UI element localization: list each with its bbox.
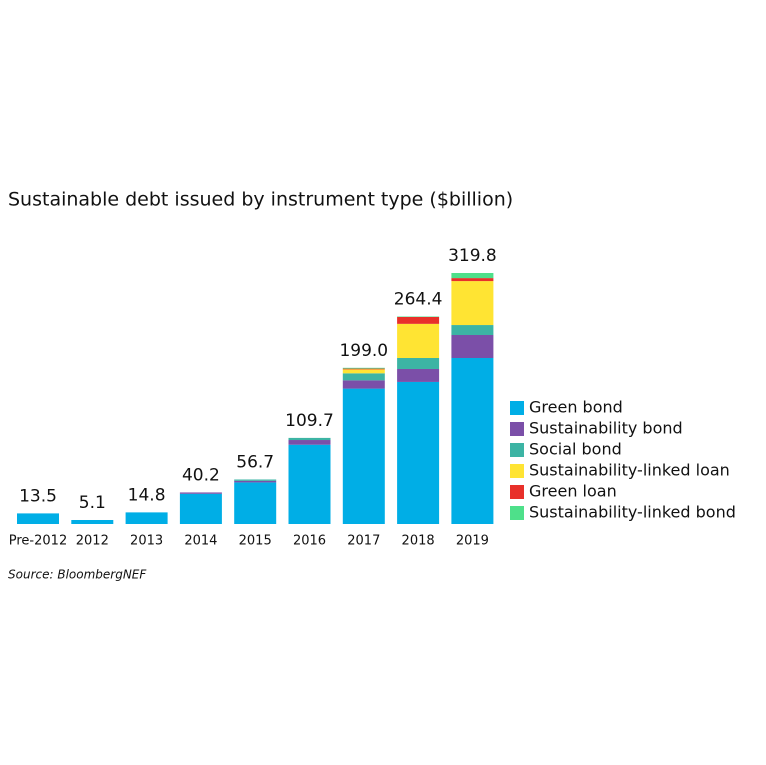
legend-swatch bbox=[510, 464, 524, 478]
bar-segment bbox=[451, 273, 494, 279]
x-tick-label: 2013 bbox=[130, 534, 163, 549]
bar-segment bbox=[288, 444, 331, 524]
x-tick-label: 2015 bbox=[239, 534, 272, 549]
bar-segment bbox=[234, 482, 277, 524]
bar-segment bbox=[342, 380, 385, 389]
legend-label: Green loan bbox=[529, 482, 617, 501]
total-label: 5.1 bbox=[79, 493, 106, 513]
x-tick-label: 2016 bbox=[293, 534, 326, 549]
source-note: Source: BloombergNEF bbox=[8, 568, 147, 582]
bar-segment bbox=[451, 325, 494, 336]
bar-segment bbox=[342, 373, 385, 381]
bar-segment bbox=[179, 493, 222, 524]
total-label: 199.0 bbox=[339, 341, 388, 361]
bar-segment bbox=[342, 388, 385, 524]
bar-segment bbox=[179, 492, 222, 494]
bar-segment bbox=[397, 368, 440, 382]
total-label: 319.8 bbox=[448, 246, 497, 266]
bar-segment bbox=[288, 437, 331, 441]
legend-swatch bbox=[510, 401, 524, 415]
bar-segment bbox=[342, 368, 385, 370]
bar-segment bbox=[71, 519, 114, 524]
total-label: 109.7 bbox=[285, 411, 334, 431]
legend-label: Social bond bbox=[529, 440, 622, 459]
bar-segment bbox=[234, 480, 277, 483]
bar-segment bbox=[17, 513, 59, 524]
bar-segment bbox=[342, 369, 385, 374]
legend-label: Sustainability-linked loan bbox=[529, 461, 730, 480]
legend-label: Sustainability-linked bond bbox=[529, 503, 736, 522]
x-tick-label: 2019 bbox=[456, 534, 489, 549]
bar-segment bbox=[288, 440, 331, 445]
x-tick-label: 2014 bbox=[184, 534, 217, 549]
bar-segment bbox=[451, 335, 494, 359]
x-tick-label: 2012 bbox=[76, 534, 109, 549]
total-label: 13.5 bbox=[19, 486, 57, 506]
legend-swatch bbox=[510, 485, 524, 499]
bar-segment bbox=[397, 381, 440, 524]
x-tick-label: 2017 bbox=[347, 534, 380, 549]
legend-label: Green bond bbox=[529, 398, 623, 417]
chart-title: Sustainable debt issued by instrument ty… bbox=[8, 189, 513, 211]
legend-swatch bbox=[510, 443, 524, 457]
x-tick-label: Pre-2012 bbox=[9, 534, 67, 549]
legend-label: Sustainability bond bbox=[529, 419, 683, 438]
legend-swatch bbox=[510, 506, 524, 520]
total-label: 264.4 bbox=[394, 289, 443, 309]
legend-swatch bbox=[510, 422, 524, 436]
bar-segment bbox=[451, 281, 494, 326]
total-label: 14.8 bbox=[128, 485, 166, 505]
bar-segment bbox=[125, 512, 168, 524]
bar-segment bbox=[234, 479, 277, 481]
total-label: 40.2 bbox=[182, 465, 220, 485]
x-tick-label: 2018 bbox=[402, 534, 435, 549]
bar-segment bbox=[397, 316, 440, 324]
total-label: 56.7 bbox=[236, 452, 274, 472]
bar-segment bbox=[451, 278, 494, 282]
bar-segment bbox=[342, 367, 385, 369]
bar-segment bbox=[451, 358, 494, 524]
bar-segment bbox=[397, 323, 440, 359]
bar-segment bbox=[397, 358, 440, 369]
